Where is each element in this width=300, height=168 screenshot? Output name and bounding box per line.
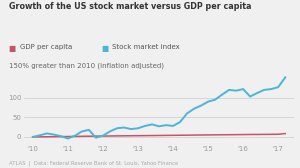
Text: GDP per capita: GDP per capita xyxy=(20,44,72,50)
Text: ■: ■ xyxy=(9,44,19,53)
Text: Growth of the US stock market versus GDP per capita: Growth of the US stock market versus GDP… xyxy=(9,2,251,11)
Text: ATLAS  |  Data: Federal Reserve Bank of St. Louis, Yahoo Finance: ATLAS | Data: Federal Reserve Bank of St… xyxy=(9,161,178,166)
Text: ■: ■ xyxy=(102,44,112,53)
Text: 150% greater than 2010 (inflation adjusted): 150% greater than 2010 (inflation adjust… xyxy=(9,62,164,69)
Text: Stock market index: Stock market index xyxy=(112,44,180,50)
